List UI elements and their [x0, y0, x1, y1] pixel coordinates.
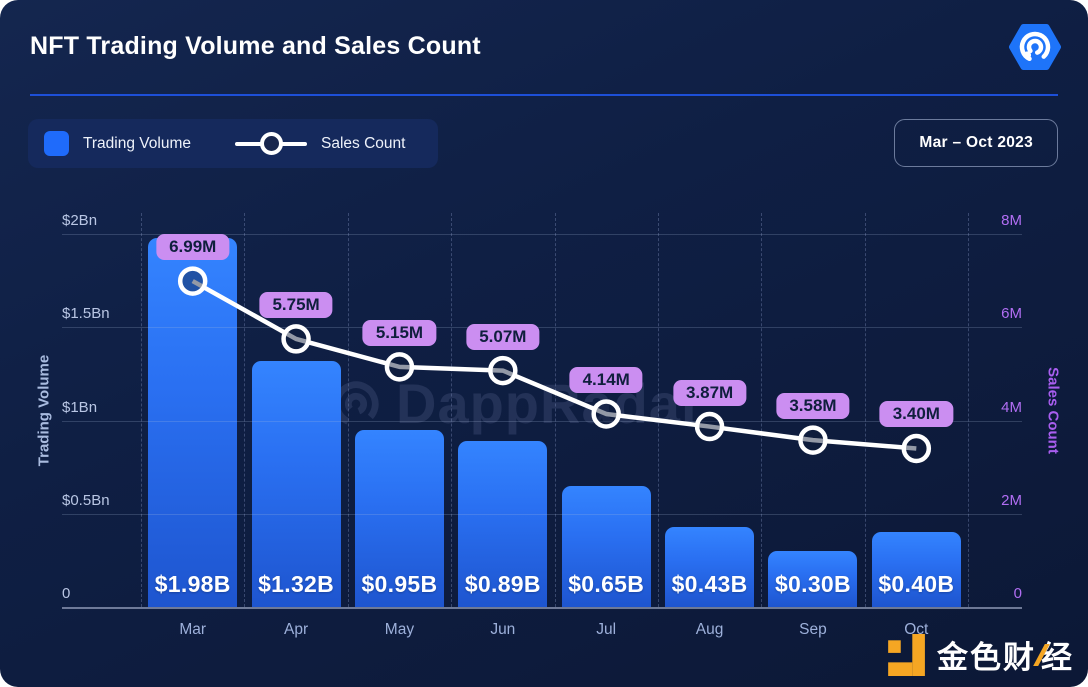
x-axis-label-apr: Apr	[284, 621, 309, 638]
line-point-marker	[281, 324, 311, 354]
bar-mar: $1.98B	[148, 237, 238, 607]
right-axis-tick-label: 4M	[1001, 398, 1022, 416]
right-axis-tick-label: 0	[1013, 585, 1022, 602]
golden-finance-icon	[888, 633, 925, 676]
vertical-gridline	[141, 213, 142, 607]
vertical-gridline	[657, 213, 659, 607]
bar-may: $0.95B	[354, 429, 444, 607]
bar-value-label: $0.95B	[361, 570, 438, 597]
bar-value-label: $0.40B	[878, 570, 955, 597]
vertical-gridline	[761, 213, 763, 607]
line-point-marker	[384, 352, 415, 382]
dappradar-watermark: DappRadar	[330, 371, 704, 436]
line-point-marker	[488, 355, 518, 386]
left-axis-tick-label: $2Bn	[62, 212, 98, 229]
vertical-gridline	[451, 213, 453, 607]
line-point-marker	[177, 266, 208, 296]
bar-jun: $0.89B	[458, 441, 548, 607]
bar-aug: $0.43B	[665, 526, 755, 607]
x-axis-label-jun: Jun	[490, 621, 516, 638]
bar-value-label: $0.65B	[568, 570, 645, 597]
gridline	[62, 607, 1022, 609]
right-axis-tick-label: 2M	[1001, 491, 1022, 509]
period-badge: Mar – Oct 2023	[894, 119, 1058, 167]
sales-count-line	[177, 266, 932, 464]
vertical-gridline	[347, 213, 349, 607]
legend-label-trading-volume: Trading Volume	[83, 134, 191, 152]
x-axis-label-may: May	[384, 621, 415, 638]
bar-oct: $0.40B	[871, 532, 961, 607]
line-point-marker	[901, 433, 932, 464]
bar-sep: $0.30B	[768, 551, 858, 607]
dappradar-logo-icon	[1009, 24, 1061, 70]
sales-count-badge: 4.14M	[569, 366, 643, 393]
gridline	[62, 420, 1022, 422]
golden-finance-logo: 金色财经	[885, 632, 1074, 677]
sales-count-badge: 5.75M	[259, 291, 333, 318]
legend-label-sales-count: Sales Count	[321, 134, 406, 152]
bar-jul: $0.65B	[561, 485, 651, 607]
x-axis-label-jul: Jul	[596, 621, 617, 638]
header-divider	[30, 94, 1058, 96]
left-axis-tick-label: 0	[62, 585, 71, 602]
sales-count-badge: 5.07M	[466, 323, 540, 350]
left-axis-tick-label: $1Bn	[62, 398, 98, 416]
line-point-marker	[591, 399, 621, 429]
line-point-marker	[694, 411, 725, 442]
bar-value-label: $0.89B	[464, 570, 541, 597]
x-axis-label-mar: Mar	[179, 621, 207, 638]
x-axis-label-aug: Aug	[695, 621, 724, 638]
gridline	[62, 327, 1022, 329]
left-axis-tick-label: $0.5Bn	[62, 491, 110, 509]
golden-finance-text: 金色财经	[937, 640, 1074, 675]
line-point-marker	[798, 425, 828, 455]
sales-count-badge: 6.99M	[156, 234, 230, 261]
sales-count-badge: 5.15M	[362, 319, 437, 346]
bar-apr: $1.32B	[251, 360, 341, 607]
legend: Trading Volume Sales Count	[28, 119, 438, 168]
sales-count-badge: 3.87M	[672, 379, 747, 406]
vertical-gridline	[244, 213, 246, 607]
bar-value-label: $1.98B	[154, 570, 231, 597]
page-title: NFT Trading Volume and Sales Count	[30, 32, 481, 60]
bar-value-label: $0.30B	[774, 570, 851, 597]
sales-count-badge: 3.58M	[776, 393, 850, 420]
gridline	[62, 513, 1022, 515]
vertical-gridline	[554, 213, 556, 607]
vertical-gridline	[864, 213, 866, 607]
left-axis-tick-label: $1.5Bn	[62, 305, 110, 323]
sales-count-badge: 3.40M	[879, 401, 953, 428]
x-axis-label-sep: Sep	[799, 621, 827, 638]
bar-value-label: $1.32B	[258, 570, 335, 597]
vertical-gridline	[968, 213, 969, 607]
gridline	[62, 234, 1022, 235]
bar-value-label: $0.43B	[671, 570, 748, 597]
right-axis-tick-label: 6M	[1001, 305, 1022, 323]
trading-volume-swatch-icon	[44, 131, 69, 156]
right-axis-tick-label: 8M	[1001, 212, 1022, 229]
combo-chart: DappRadar Trading Volume Sales Count $2B…	[0, 185, 1088, 687]
sales-count-line-marker-icon	[235, 131, 307, 156]
